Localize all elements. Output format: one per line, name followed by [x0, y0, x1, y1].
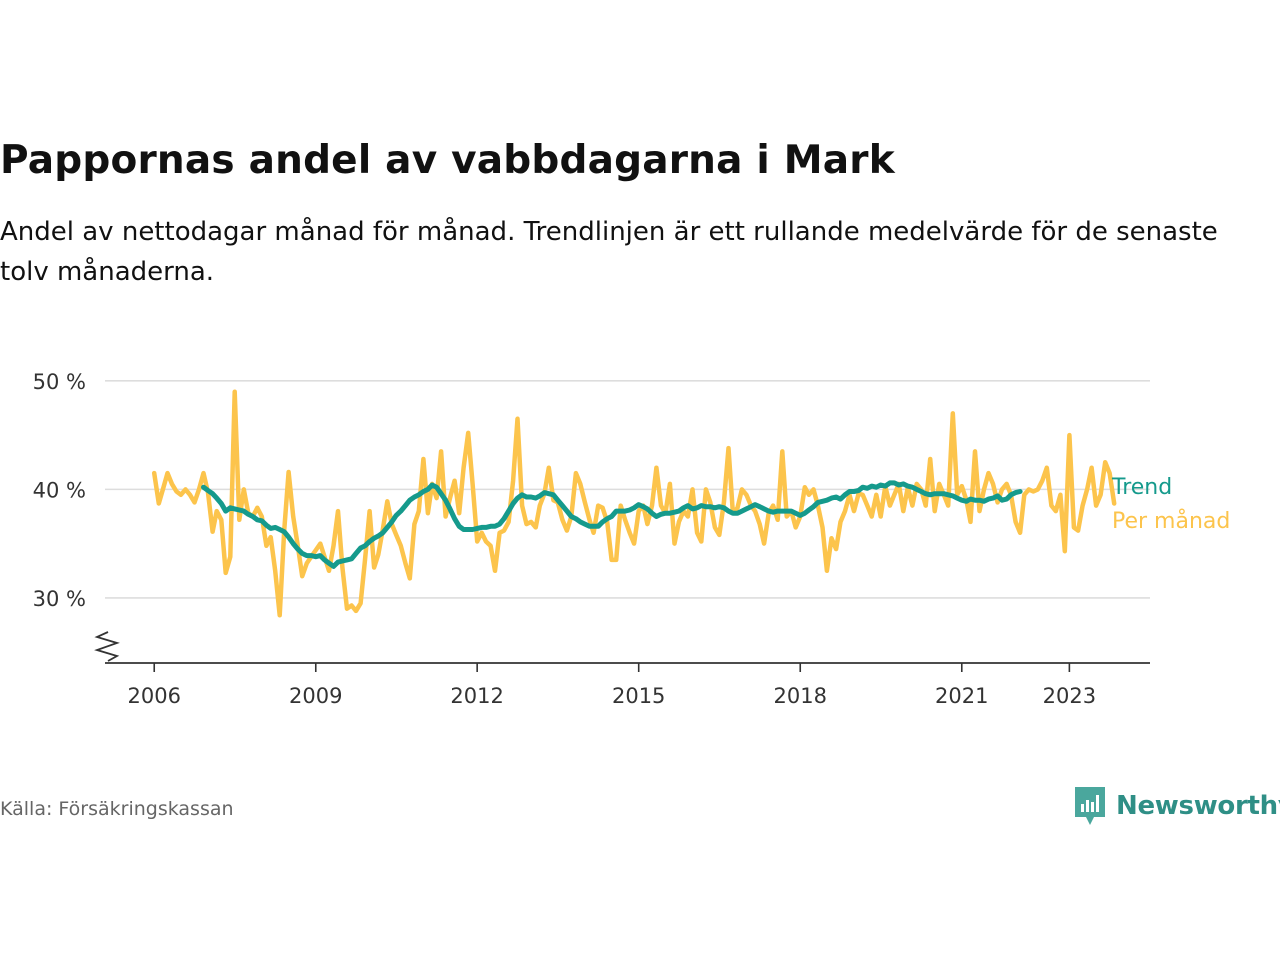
x-tick-label: 2006	[128, 684, 181, 708]
monthly-series-label: Per månad	[1112, 508, 1230, 534]
x-tick-label: 2015	[612, 684, 665, 708]
x-tick-label: 2012	[450, 684, 503, 708]
newsworthy-logo-icon	[1075, 787, 1105, 825]
axis-break-icon	[94, 631, 120, 662]
chart-subtitle: Andel av nettodagar månad för månad. Tre…	[0, 217, 1218, 287]
brand-name: Newsworthy	[1116, 791, 1280, 821]
x-tick-label: 2021	[935, 684, 988, 708]
chart-title: Pappornas andel av vabbdagarna i Mark	[0, 138, 895, 183]
trend-series-line	[201, 480, 1023, 569]
source-note: Källa: Försäkringskassan	[0, 798, 234, 820]
newsworthy-logo: Newsworthy	[1072, 784, 1280, 828]
x-tick-label: 2018	[774, 684, 827, 708]
y-tick-label: 40 %	[33, 478, 86, 502]
x-ticks: 2006 2009 2012 2015 2018 2021 2023	[128, 663, 1096, 708]
series-labels: Per månad Trend	[1111, 475, 1230, 534]
y-tick-labels: 30 % 40 % 50 %	[33, 370, 86, 611]
x-tick-label: 2009	[289, 684, 342, 708]
y-tick-label: 50 %	[33, 370, 86, 394]
series-lines	[151, 389, 1117, 618]
y-tick-label: 30 %	[33, 587, 86, 611]
axes	[94, 631, 1150, 664]
trend-series-label: Trend	[1111, 475, 1172, 500]
line-chart: 30 % 40 % 50 % 2006 2009 2012 2015 2018 2021 202…	[33, 370, 1231, 708]
monthly-series-line	[151, 389, 1117, 618]
x-tick-label: 2023	[1043, 684, 1096, 708]
